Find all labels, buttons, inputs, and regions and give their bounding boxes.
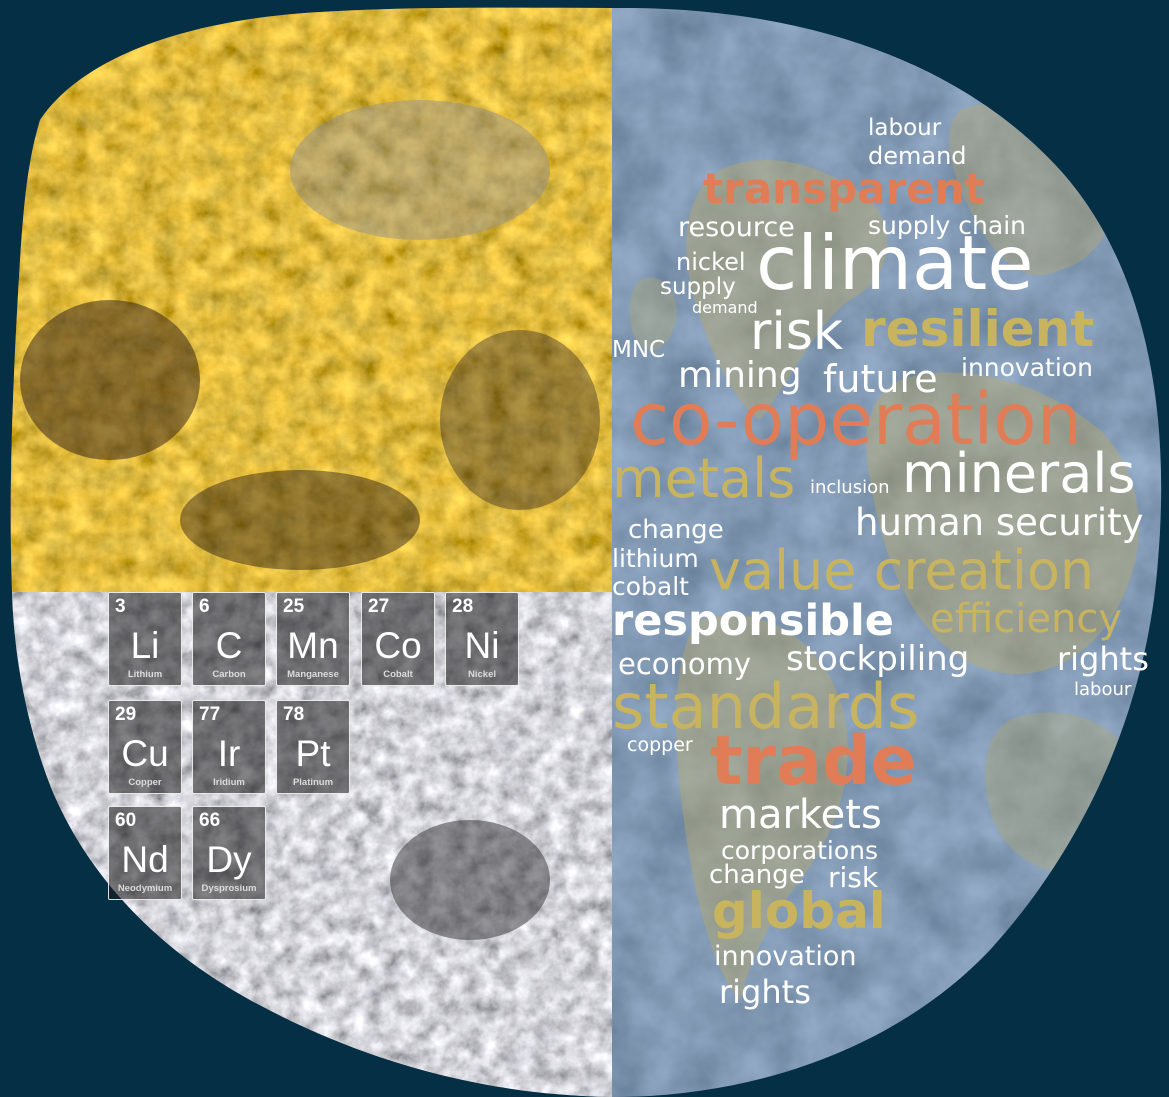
word-future: future xyxy=(823,357,938,401)
element-symbol: Nd xyxy=(121,839,169,880)
word-labour: labour xyxy=(868,115,942,141)
word-corporations: corporations xyxy=(721,836,878,865)
atomic-number: 25 xyxy=(283,596,305,617)
element-tile-nickel: 28 Ni Nickel xyxy=(445,592,519,686)
element-symbol: Ir xyxy=(217,733,241,774)
word-rights-lower: rights xyxy=(719,973,811,1011)
atomic-number: 27 xyxy=(368,596,390,617)
word-co-operation: co-operation xyxy=(630,378,1082,461)
atomic-number: 60 xyxy=(115,810,137,831)
word-stockpiling: stockpiling xyxy=(786,639,970,679)
word-mnc: MNC xyxy=(612,337,666,363)
word-climate: climate xyxy=(756,219,1034,307)
element-name: Cobalt xyxy=(383,669,413,680)
element-name: Dysprosium xyxy=(201,883,257,894)
word-metals: metals xyxy=(612,447,796,510)
element-name: Copper xyxy=(128,777,162,788)
element-tile-lithium: 3 Li Lithium xyxy=(108,592,182,686)
element-name: Lithium xyxy=(127,669,163,680)
element-symbol: Mn xyxy=(287,625,339,666)
word-labour-small: labour xyxy=(1074,679,1132,700)
word-responsible: responsible xyxy=(612,596,894,646)
element-symbol: C xyxy=(215,625,243,666)
word-resilient: resilient xyxy=(861,300,1095,358)
atomic-number: 77 xyxy=(199,704,221,725)
element-symbol: Li xyxy=(130,625,160,666)
word-demand-small: demand xyxy=(692,298,758,317)
element-tile-iridium: 77 Ir Iridium xyxy=(192,700,266,794)
word-standards: standards xyxy=(612,670,920,743)
element-name: Nickel xyxy=(468,669,496,680)
word-markets: markets xyxy=(719,792,882,838)
element-name: Manganese xyxy=(287,669,339,680)
atomic-number: 66 xyxy=(199,810,221,831)
word-risk: risk xyxy=(750,302,844,362)
element-tile-cobalt: 27 Co Cobalt xyxy=(361,592,435,686)
word-inclusion: inclusion xyxy=(810,477,890,498)
element-tile-dysprosium: 66 Dy Dysprosium xyxy=(192,806,266,900)
word-human-security: human security xyxy=(855,501,1144,544)
word-rights: rights xyxy=(1057,640,1149,678)
word-risk-lower: risk xyxy=(828,861,879,894)
word-demand: demand xyxy=(868,142,967,170)
element-tile-copper: 29 Cu Copper xyxy=(108,700,182,794)
word-nickel: nickel xyxy=(676,248,746,276)
atomic-number: 29 xyxy=(115,704,137,725)
element-name: Neodymium xyxy=(117,883,173,894)
word-minerals: minerals xyxy=(902,442,1136,505)
element-tile-carbon: 6 C Carbon xyxy=(192,592,266,686)
word-innovation-lower: innovation xyxy=(714,941,857,972)
element-symbol: Pt xyxy=(295,733,331,774)
word-transparent: transparent xyxy=(703,164,985,213)
element-symbol: Dy xyxy=(206,839,252,880)
word-copper: copper xyxy=(627,734,693,756)
element-name: Carbon xyxy=(212,669,246,680)
word-supply: supply xyxy=(660,274,736,300)
word-lithium: lithium xyxy=(612,544,699,573)
word-economy: economy xyxy=(618,647,752,681)
word-mining: mining xyxy=(678,355,802,396)
atomic-number: 6 xyxy=(199,596,210,617)
word-global: global xyxy=(712,882,886,940)
element-name: Iridium xyxy=(213,777,245,788)
word-cobalt: cobalt xyxy=(612,572,689,601)
element-tile-neodymium: 60 Nd Neodymium xyxy=(108,806,182,900)
word-innovation: innovation xyxy=(961,353,1093,382)
element-symbol: Cu xyxy=(121,733,169,774)
word-resource: resource xyxy=(678,212,795,243)
element-name: Platinum xyxy=(292,777,334,788)
element-symbol: Co xyxy=(374,625,422,666)
element-tile-manganese: 25 Mn Manganese xyxy=(276,592,350,686)
word-supply-chain: supply chain xyxy=(868,211,1026,240)
word-change-lower: change xyxy=(709,860,805,890)
word-value-creation: value creation xyxy=(709,539,1095,602)
element-symbol: Ni xyxy=(464,625,500,666)
word-trade: trade xyxy=(710,722,917,801)
atomic-number: 78 xyxy=(283,704,305,725)
atomic-number: 28 xyxy=(452,596,474,617)
atomic-number: 3 xyxy=(115,596,126,617)
element-tile-platinum: 78 Pt Platinum xyxy=(276,700,350,794)
word-change: change xyxy=(628,515,724,545)
word-efficiency: efficiency xyxy=(930,596,1123,642)
